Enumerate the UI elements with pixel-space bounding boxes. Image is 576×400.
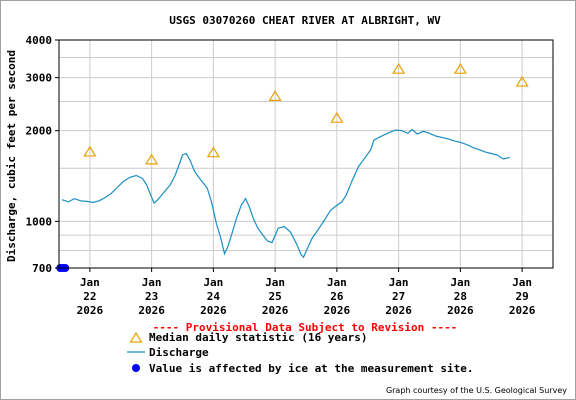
courtesy-note: Graph courtesy of the U.S. Geological Su… [386,386,567,395]
x-tick-label: Jan [450,276,470,289]
y-axis-label: Discharge, cubic feet per second [5,50,18,262]
provisional-notice: ---- Provisional Data Subject to Revisio… [153,321,458,334]
median-marker [268,90,282,101]
legend-label: Discharge [149,346,209,359]
series [56,63,529,272]
x-tick-label: Jan [265,276,285,289]
x-tick-label: 2026 [447,304,474,317]
legend: Median daily statistic (16 years) Dischar… [127,331,474,375]
median-marker [453,63,467,74]
x-tick-label: 23 [145,290,158,303]
median-marker [83,145,97,157]
x-tick-label: 2026 [138,304,165,317]
x-tick-label: 27 [392,290,405,303]
x-tick-label: 24 [207,290,221,303]
x-tick-label: 2026 [509,304,536,317]
x-tick-label: 25 [269,290,282,303]
x-tick-label: Jan [142,276,162,289]
median-marker [145,153,159,165]
x-tick-label: 2026 [77,304,104,317]
x-tick-label: 2026 [262,304,289,317]
grid [59,40,553,268]
axes: 7001000200030004000Jan222026Jan232026Jan… [26,34,536,317]
y-tick-label: 4000 [26,34,53,47]
x-tick-label: 2026 [200,304,227,317]
median-marker [392,63,406,74]
legend-ice-symbol [132,364,140,372]
y-tick-label: 2000 [26,125,53,138]
x-tick-label: Jan [327,276,347,289]
median-marker [330,112,344,123]
x-tick-label: Jan [80,276,100,289]
x-tick-label: 2026 [385,304,412,317]
x-tick-label: Jan [512,276,532,289]
chart-title: USGS 03070260 CHEAT RIVER AT ALBRIGHT, W… [169,14,441,27]
median-marker [206,146,220,158]
y-tick-label: 3000 [26,72,53,85]
median-marker [515,75,529,87]
x-tick-label: 29 [516,290,529,303]
x-tick-label: Jan [389,276,409,289]
discharge-line [61,128,510,259]
x-tick-label: 22 [83,290,96,303]
legend-label: Median daily statistic (16 years) [149,331,368,344]
y-tick-label: 1000 [26,215,53,228]
legend-label: Value is affected by ice at the measurem… [149,362,474,375]
x-tick-label: Jan [203,276,223,289]
y-tick-label: 700 [32,262,52,275]
plot-area-border [58,39,554,269]
x-tick-label: 2026 [324,304,351,317]
x-tick-label: 28 [454,290,467,303]
x-tick-label: 26 [330,290,344,303]
legend-median-symbol [129,331,143,343]
